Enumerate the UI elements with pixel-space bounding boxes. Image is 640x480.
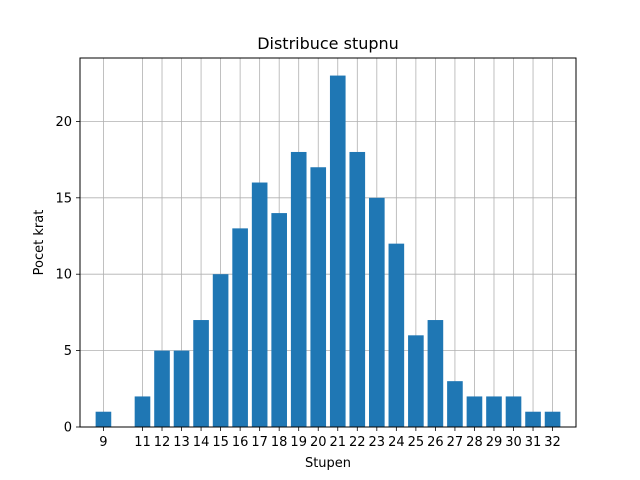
x-tick-label: 32 (544, 435, 561, 450)
y-tick-label: 10 (55, 268, 72, 283)
bar (427, 320, 444, 427)
bar (466, 396, 483, 427)
bar (447, 381, 463, 427)
bar (154, 350, 170, 427)
x-tick-label: 9 (99, 435, 107, 450)
bar (505, 396, 522, 427)
bar (251, 182, 268, 427)
bar (349, 151, 366, 428)
x-tick-label: 12 (154, 435, 171, 450)
x-tick-label: 16 (232, 435, 249, 450)
bar (134, 396, 151, 427)
bars (95, 75, 561, 428)
bar (408, 335, 424, 427)
x-tick-label: 24 (388, 435, 405, 450)
x-tick-label: 11 (134, 435, 151, 450)
bar (544, 411, 561, 427)
chart-title: Distribuce stupnu (257, 34, 399, 53)
y-tick-label: 0 (64, 421, 72, 436)
x-axis-label: Stupen (305, 456, 351, 471)
y-tick-label: 15 (55, 191, 72, 206)
y-tick-label: 5 (64, 344, 72, 359)
bar (388, 243, 405, 427)
bar (173, 350, 190, 427)
x-tick-label: 19 (290, 435, 307, 450)
bar (525, 411, 541, 427)
x-tick-label: 29 (486, 435, 503, 450)
y-axis-ticks: 0 5 10 15 20 (55, 115, 80, 436)
x-tick-label: 26 (427, 435, 444, 450)
bar (212, 274, 229, 427)
x-tick-label: 22 (349, 435, 366, 450)
bar (486, 396, 502, 427)
x-tick-label: 13 (173, 435, 190, 450)
x-tick-label: 30 (505, 435, 522, 450)
bar (310, 167, 327, 427)
bar (329, 75, 346, 428)
x-tick-label: 20 (310, 435, 327, 450)
x-tick-label: 31 (525, 435, 542, 450)
x-tick-label: 27 (447, 435, 464, 450)
y-axis-label: Pocet krat (32, 210, 47, 276)
x-tick-label: 15 (212, 435, 229, 450)
bar (232, 228, 248, 427)
bar (271, 213, 287, 427)
x-tick-label: 21 (329, 435, 346, 450)
x-tick-label: 14 (193, 435, 210, 450)
plot-frame (79, 57, 577, 428)
bar (290, 151, 307, 428)
x-tick-label: 18 (271, 435, 288, 450)
x-tick-label: 23 (369, 435, 386, 450)
bar (193, 320, 209, 427)
x-axis-ticks: 9 11 12 13 14 15 16 17 18 19 20 21 22 23 24 25 26 27 28 29 3… (99, 427, 561, 450)
y-tick-label: 20 (55, 115, 72, 130)
x-tick-label: 28 (466, 435, 483, 450)
x-tick-label: 25 (408, 435, 425, 450)
x-tick-label: 17 (251, 435, 268, 450)
bar (95, 411, 112, 427)
bar (369, 197, 385, 427)
